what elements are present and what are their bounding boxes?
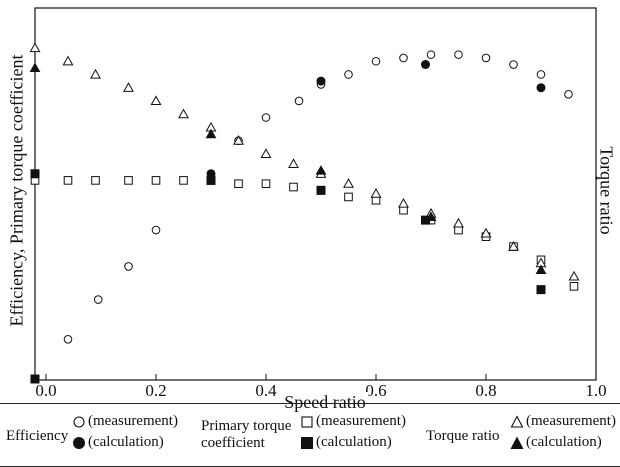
data-point-triangle-open [123, 82, 134, 92]
x-tick-label: 0.2 [145, 381, 166, 400]
right-axis-label-container: Torque ratio [592, 0, 620, 380]
data-point-square-open [124, 176, 133, 185]
data-point-triangle-filled [315, 165, 327, 175]
data-point-circle-open [399, 53, 408, 63]
data-point-triangle-open [260, 148, 272, 159]
data-point-circle-open [564, 90, 573, 99]
legend-efficiency-calculation-label: (calculation) [88, 434, 164, 450]
x-tick-label: 0.8 [475, 381, 496, 400]
y-axis-label-left: Efficiency, Primary torque coefficient [6, 53, 27, 327]
data-point-circle-open [426, 50, 436, 59]
open-triangle-icon [510, 414, 524, 428]
data-point-circle-open [261, 113, 271, 122]
legend-torque-calculation: (calculation) [510, 433, 602, 451]
data-point-square-filled [316, 185, 326, 195]
data-point-square-open [63, 176, 73, 185]
axes: 0.0 0.2 0.4 0.6 0.8 1.0 [34, 7, 607, 400]
data-point-square-filled [30, 169, 40, 179]
legend-torque-measurement-label: (measurement) [526, 413, 616, 429]
data-point-circle-filled [421, 60, 430, 70]
data-point-triangle-filled [29, 62, 41, 73]
data-point-triangle-open [288, 158, 299, 168]
x-tick-label: 0.4 [255, 381, 277, 400]
data-point-square-filled [536, 285, 546, 295]
data-point-circle-filled [316, 76, 326, 86]
data-point-circle-open [344, 70, 353, 79]
x-tick-label: 0.6 [365, 381, 386, 400]
filled-circle-icon [73, 436, 85, 449]
data-point-triangle-filled [535, 264, 547, 274]
data-point-square-open [289, 182, 298, 192]
data-point-triangle-open [343, 178, 354, 188]
legend-efficiency-measurement-label: (measurement) [88, 413, 178, 429]
data-point-triangle-filled [205, 128, 217, 139]
legend-ptc-calculation: (calculation) [300, 433, 392, 451]
x-axis-label: Speed ratio [282, 392, 368, 412]
data-point-square-filled [206, 175, 216, 185]
y-axis-label-right: Torque ratio [596, 145, 617, 235]
legend-ptc-calculation-label: (calculation) [316, 434, 392, 450]
data-point-triangle-open [480, 227, 492, 238]
x-tick-label: 0.0 [35, 381, 56, 400]
data-point-circle-open [151, 225, 161, 235]
data-point-circle-open [509, 60, 518, 69]
plot-frame [34, 7, 597, 381]
left-axis-label-container: Efficiency, Primary torque coefficient [2, 0, 32, 380]
data-point-triangle-filled [425, 211, 437, 222]
data-point-square-open [234, 179, 243, 189]
legend-ptc-measurement: (measurement) [300, 412, 406, 430]
data-point-triangle-open [370, 188, 382, 198]
data-point-circle-open [93, 295, 103, 304]
data-point-circle-open [63, 334, 73, 344]
legend-efficiency-title: Efficiency [6, 428, 69, 444]
legend-ptc-measurement-label: (measurement) [316, 413, 406, 429]
data-point-circle-open [536, 70, 546, 79]
legend: Efficiency (measurement) (calculation) P… [0, 403, 620, 467]
data-point-circle-open [294, 96, 304, 106]
data-point-square-open [151, 176, 161, 185]
legend-torque-calculation-label: (calculation) [526, 434, 602, 450]
data-point-triangle-open [233, 135, 244, 145]
chart-marks [29, 42, 580, 384]
data-point-square-open [179, 176, 188, 185]
data-point-circle-open [371, 56, 381, 66]
data-point-triangle-open [568, 270, 580, 281]
legend-torque-measurement: (measurement) [510, 412, 616, 430]
legend-efficiency-calculation: (calculation) [72, 433, 164, 451]
data-point-square-filled [30, 374, 40, 384]
data-point-triangle-open [453, 217, 464, 228]
legend-ptc-title-line1: Primary torque [201, 418, 292, 434]
data-point-square-open [569, 282, 579, 291]
open-circle-icon [73, 416, 85, 428]
data-point-triangle-open [90, 68, 101, 79]
data-point-triangle-open [29, 42, 41, 53]
data-point-triangle-open [178, 108, 189, 119]
data-point-square-open [344, 192, 353, 202]
data-point-triangle-open [62, 55, 74, 66]
legend-torque-title: Torque ratio [426, 428, 500, 444]
data-point-triangle-open [398, 197, 409, 208]
data-point-circle-filled [536, 83, 546, 93]
data-point-triangle-open [508, 240, 519, 251]
data-point-circle-open [124, 262, 133, 271]
filled-triangle-icon [510, 436, 524, 449]
data-point-circle-open [454, 50, 463, 59]
legend-efficiency-measurement: (measurement) [72, 412, 178, 430]
x-axis-label-container: Speed ratio [0, 392, 620, 413]
open-square-icon [301, 416, 313, 428]
filled-square-icon [301, 436, 313, 449]
x-tick-label: 1.0 [585, 381, 606, 400]
data-point-square-open [91, 176, 100, 185]
data-point-square-open [261, 179, 271, 189]
legend-ptc-title-line2: coefficient [201, 435, 265, 451]
scatter-chart: 0.0 0.2 0.4 0.6 0.8 1.0 [29, 7, 607, 400]
data-point-square-filled [421, 215, 430, 225]
data-point-triangle-open [150, 95, 162, 106]
data-point-circle-open [481, 53, 491, 63]
